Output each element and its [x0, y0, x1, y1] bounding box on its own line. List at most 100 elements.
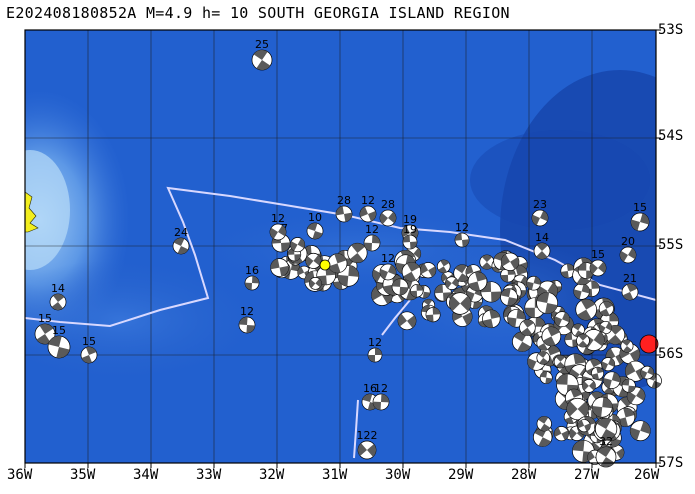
focal-mechanism-beachball [372, 393, 390, 411]
focal-mechanism-beachball [640, 365, 655, 380]
focal-mechanism-beachball [553, 426, 569, 442]
focal-depth-label: 12 [271, 212, 285, 225]
focal-mechanism-beachball [454, 232, 470, 248]
focal-mechanism-beachball [575, 298, 597, 321]
epicenter-marker [319, 259, 331, 271]
focal-mechanism-beachball [434, 284, 452, 302]
focal-mechanism-beachball [34, 323, 56, 345]
plate-boundary [24, 186, 657, 328]
focal-mechanism-beachball [391, 278, 409, 296]
focal-mechanism-beachball [576, 333, 590, 348]
lat-label-57s: 57S [658, 455, 684, 471]
lon-label-35w: 35W [70, 467, 96, 483]
focal-mechanism-beachball [436, 259, 451, 274]
focal-mechanism-beachball [601, 357, 616, 372]
lat-label-56s: 56S [658, 346, 684, 362]
focal-mechanism-beachball [536, 416, 552, 432]
focal-depth-label: 15 [38, 312, 52, 325]
focal-depth-label: 12 [455, 221, 469, 234]
focal-mechanism-beachball [305, 252, 322, 269]
focal-mechanism-beachball [599, 321, 613, 335]
lon-label-36w: 36W [7, 467, 33, 483]
focal-mechanism-beachball [347, 242, 368, 264]
focal-mechanism-beachball [624, 360, 646, 382]
focal-mechanism-beachball [526, 275, 541, 291]
focal-mechanism-beachball [621, 283, 639, 301]
focal-mechanism-beachball [560, 263, 576, 279]
focal-mechanism-beachball [379, 263, 397, 281]
focal-mechanism-beachball [598, 301, 614, 317]
focal-depth-label: 12 [374, 382, 388, 395]
focal-mechanism-beachball [402, 234, 418, 250]
focal-depth-label: 28 [337, 194, 351, 207]
focal-mechanism-beachball [533, 242, 551, 260]
focal-mechanism-beachball [270, 258, 289, 277]
focal-mechanism-beachball [397, 311, 417, 331]
focal-mechanism-beachball [49, 293, 67, 311]
focal-depth-label: 15 [52, 324, 66, 337]
lat-label-53s: 53S [658, 22, 684, 38]
focal-mechanism-beachball [425, 307, 441, 323]
focal-mechanism-beachball [539, 371, 553, 385]
focal-depth-label: 10 [308, 211, 322, 224]
focal-mechanism-beachball [309, 277, 322, 290]
focal-mechanism-beachball [47, 335, 71, 359]
focal-mechanism-beachball [619, 246, 637, 264]
focal-mechanism-beachball [519, 319, 536, 336]
focal-depth-label: 14 [535, 231, 549, 244]
focal-mechanism-beachball [500, 267, 516, 283]
lon-label-34w: 34W [133, 467, 159, 483]
focal-mechanism-beachball [479, 254, 495, 270]
focal-mechanism-beachball [238, 316, 256, 334]
focal-mechanism-beachball [531, 209, 549, 227]
focal-mechanism-beachball [554, 311, 570, 328]
focal-depth-label: 16 [245, 264, 259, 277]
focal-depth-label: 15 [591, 248, 605, 261]
focal-depth-label: 24 [174, 226, 188, 239]
focal-mechanism-beachball [595, 446, 617, 468]
lat-label-55s: 55S [658, 237, 684, 253]
focal-mechanism-beachball [629, 420, 651, 442]
event-marker [639, 334, 659, 354]
focal-depth-label: 14 [51, 282, 65, 295]
focal-mechanism-beachball [420, 262, 437, 279]
focal-mechanism-beachball [359, 205, 377, 223]
focal-mechanism-beachball [290, 237, 306, 253]
focal-depth-label: 23 [533, 198, 547, 211]
focal-mechanism-beachball [577, 262, 595, 279]
focal-mechanism-beachball [500, 288, 518, 306]
focal-mechanism-beachball [573, 283, 590, 300]
lon-label-31w: 31W [322, 467, 348, 483]
focal-mechanism-beachball [401, 262, 422, 282]
lon-label-27w: 27W [574, 467, 600, 483]
focal-mechanism-beachball [536, 292, 559, 314]
focal-depth-label: 19 [403, 213, 417, 226]
focal-mechanism-beachball [306, 222, 324, 240]
focal-mechanism-beachball [536, 351, 550, 365]
focal-mechanism-beachball [335, 205, 353, 223]
lon-label-26w: 26W [634, 467, 660, 483]
focal-mechanism-beachball [80, 346, 98, 364]
focal-mechanism-beachball [444, 276, 459, 290]
focal-depth-label: 12 [365, 223, 379, 236]
focal-depth-label: 32 [599, 435, 613, 448]
focal-depth-label: 20 [621, 235, 635, 248]
focal-mechanism-beachball [363, 234, 381, 252]
focal-depth-label: 25 [255, 38, 269, 51]
focal-depth-label: 12 [240, 305, 254, 318]
lat-label-54s: 54S [658, 128, 684, 144]
focal-mechanism-beachball [367, 347, 383, 363]
axis-ticks [24, 29, 661, 468]
focal-depth-label: 12 [361, 194, 375, 207]
focal-depth-label: 15 [633, 201, 647, 214]
focal-mechanism-beachball [480, 281, 502, 303]
focal-mechanism-beachball [591, 366, 605, 380]
lon-label-28w: 28W [511, 467, 537, 483]
focal-mechanism-beachball [603, 371, 621, 389]
focal-mechanism-beachball [327, 253, 348, 274]
focal-mechanism-beachball [594, 417, 618, 441]
focal-mechanism-beachball [591, 396, 613, 418]
focal-mechanism-beachball [541, 326, 562, 347]
